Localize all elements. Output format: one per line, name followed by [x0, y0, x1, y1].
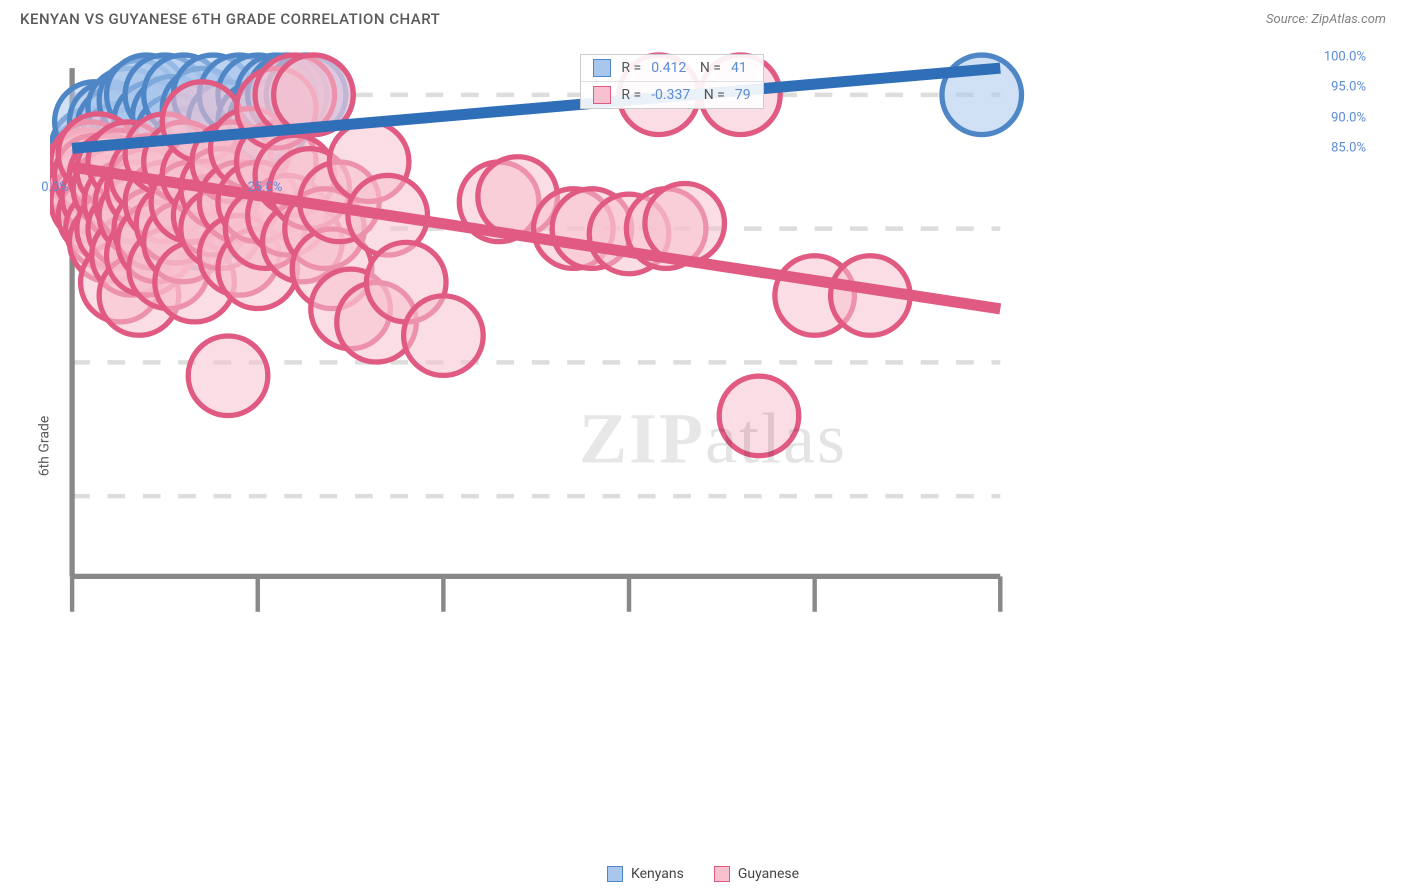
- x-tick: 0.0%: [41, 180, 69, 195]
- x-tick: 25.0%: [248, 180, 283, 195]
- correlation-row: R = 0.412 N = 41: [581, 55, 762, 82]
- correlation-legend: R = 0.412 N = 41 R = -0.337 N = 79: [580, 54, 763, 109]
- chart-title: KENYAN VS GUYANESE 6TH GRADE CORRELATION…: [20, 10, 440, 28]
- y-tick: 100.0%: [1324, 50, 1366, 65]
- chart-area: ZIPatlas R = 0.412 N = 41 R = -0.337 N =…: [50, 46, 1376, 832]
- legend-item: Guyanese: [714, 866, 799, 882]
- chart-source: Source: ZipAtlas.com: [1266, 12, 1386, 27]
- series-legend: Kenyans Guyanese: [0, 866, 1406, 882]
- correlation-row: R = -0.337 N = 79: [581, 82, 762, 108]
- y-tick: 95.0%: [1331, 80, 1366, 95]
- y-tick: 90.0%: [1331, 110, 1366, 125]
- legend-item: Kenyans: [607, 866, 684, 882]
- y-tick: 85.0%: [1331, 140, 1366, 155]
- chart-header: KENYAN VS GUYANESE 6TH GRADE CORRELATION…: [0, 0, 1406, 34]
- scatter-plot: [50, 46, 1376, 709]
